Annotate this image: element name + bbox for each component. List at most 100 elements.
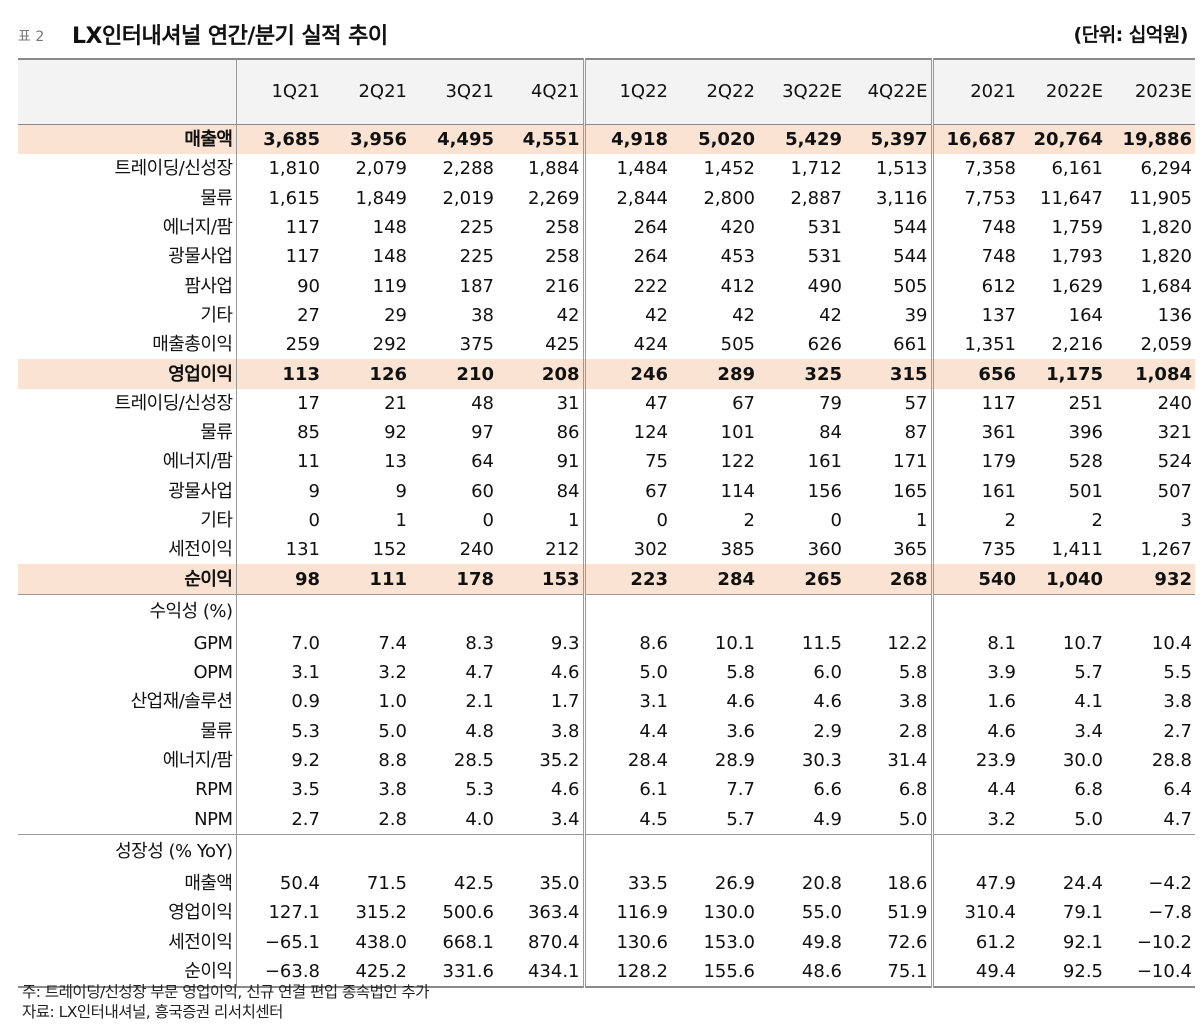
table-row: 매출액 3,685 3,956 4,495 4,551 4,918 5,020 5,429 5,… — [18, 124, 1195, 155]
value-cell: 92.1 — [1062, 931, 1103, 953]
value-cell: 2.7 — [1163, 720, 1192, 742]
value-cell: 116.9 — [582, 898, 671, 928]
value-cell: 1,040 — [1019, 564, 1106, 595]
value-cell: 31 — [556, 392, 580, 414]
row-label: 매출액 — [18, 124, 236, 155]
value-cell: 55.0 — [801, 902, 842, 924]
value-cell: 365 — [893, 539, 928, 561]
value-cell: 92.5 — [1019, 956, 1106, 989]
value-cell: 531 — [807, 217, 842, 239]
value-cell: 424 — [582, 330, 671, 360]
value-cell: 4.7 — [1163, 808, 1192, 830]
value-cell: 128.2 — [582, 956, 671, 989]
value-cell: 4.4 — [930, 775, 1019, 805]
value-cell: 114 — [720, 480, 755, 502]
value-cell: 42.5 — [453, 872, 494, 894]
value-cell: 2,288 — [442, 158, 494, 180]
value-cell: 97 — [471, 422, 494, 444]
value-cell: 5,429 — [758, 124, 845, 155]
value-cell: 360 — [807, 539, 842, 561]
table-row: 에너지/팜 9.2 8.8 28.5 35.2 28.4 28.9 30.3 31.4 23.9 3… — [18, 745, 1195, 776]
value-cell: 1,884 — [527, 158, 580, 180]
table-row: 광물사업 117 148 225 258 264 453 531 544 748 1,793 1,82… — [18, 242, 1195, 272]
value-cell: 507 — [1157, 480, 1192, 502]
value-cell: 4.8 — [465, 720, 494, 742]
col-header: 1Q22 — [582, 58, 671, 125]
value-cell: 7.0 — [235, 628, 323, 659]
value-cell: 20,764 — [1019, 124, 1106, 155]
value-cell: 3 — [1180, 510, 1192, 531]
value-cell: 1,712 — [790, 158, 842, 180]
table-row: 에너지/팜 117 148 225 258 264 420 531 544 748 1,759 1,8… — [18, 212, 1195, 243]
value-cell: −7.8 — [1148, 902, 1192, 924]
header-label-cell — [18, 58, 236, 125]
empty-cell — [410, 593, 497, 629]
col-header: 2Q22 — [671, 58, 758, 125]
value-cell: 8.3 — [465, 632, 494, 654]
value-cell: 6.6 — [813, 779, 842, 801]
value-cell: 64 — [471, 451, 494, 473]
value-cell: 137 — [930, 300, 1019, 331]
empty-cell — [323, 833, 410, 869]
table-row: 세전이익 131 152 240 212 302 385 360 365 735 1,411 1,26… — [18, 535, 1195, 565]
value-cell: 31.4 — [887, 750, 928, 772]
table-row: 팜사업 90 119 187 216 222 412 490 505 612 1,629 1,684 — [18, 271, 1195, 301]
table-row: 기타 27 29 38 42 42 42 42 39 137 164 136 — [18, 300, 1195, 331]
table-row: 순이익 −63.8 425.2 331.6 434.1 128.2 155.6 48.6 75.… — [18, 956, 1195, 989]
value-cell: 396 — [1068, 422, 1103, 444]
value-cell: 187 — [459, 275, 494, 297]
section-header: 수익성 (%) — [18, 593, 236, 629]
value-cell: 19,886 — [1106, 124, 1195, 155]
empty-cell — [410, 833, 497, 869]
value-cell: 222 — [582, 271, 671, 301]
value-cell: 4,551 — [497, 124, 584, 155]
value-cell: 98 — [235, 564, 323, 595]
value-cell: 420 — [720, 217, 755, 239]
value-cell: −10.2 — [1136, 931, 1192, 953]
value-cell: 1,484 — [582, 154, 671, 184]
value-cell: 1 — [395, 510, 407, 531]
value-cell: 117 — [930, 388, 1019, 418]
value-cell: 531 — [807, 246, 842, 268]
row-label: 물류 — [200, 422, 233, 444]
value-cell: 48.6 — [758, 956, 845, 989]
value-cell: 661 — [893, 334, 928, 356]
value-cell: 85 — [235, 417, 323, 448]
col-header: 2022E — [1019, 58, 1106, 125]
empty-cell — [845, 833, 932, 869]
value-cell: 212 — [545, 539, 580, 561]
empty-cell — [235, 833, 323, 869]
value-cell: 0 — [482, 510, 494, 531]
value-cell: 10.4 — [1151, 632, 1192, 654]
value-cell: 626 — [807, 334, 842, 356]
value-cell: 6,294 — [1140, 158, 1192, 180]
value-cell: 4.6 — [930, 716, 1019, 746]
value-cell: 161 — [807, 451, 842, 473]
value-cell: 9 — [235, 476, 323, 506]
value-cell: 5.3 — [235, 716, 323, 746]
value-cell: 42 — [556, 304, 580, 326]
row-label: 물류 — [200, 187, 233, 209]
table-row: 에너지/팜 11 13 64 91 75 122 161 171 179 528 524 — [18, 447, 1195, 477]
table-row: 트레이딩/신성장 1,810 2,079 2,288 1,884 1,484 1,452 1,… — [18, 154, 1195, 184]
row-label: 순이익 — [18, 956, 236, 989]
value-cell: 26.9 — [714, 872, 755, 894]
value-cell: 1,615 — [235, 183, 323, 213]
value-cell: 1,175 — [1019, 359, 1106, 389]
value-cell: 3.8 — [378, 779, 407, 801]
value-cell: 2,269 — [527, 187, 580, 209]
empty-cell — [671, 593, 758, 629]
value-cell: 10.7 — [1062, 632, 1103, 654]
value-cell: 124 — [582, 417, 671, 448]
value-cell: 84 — [556, 480, 580, 502]
value-cell: 119 — [372, 275, 407, 297]
row-label: 산업재/솔루션 — [130, 691, 233, 713]
value-cell: 4.6 — [550, 779, 580, 801]
value-cell: 3,116 — [875, 187, 928, 209]
value-cell: 153 — [497, 564, 584, 595]
value-cell: 30.3 — [801, 750, 842, 772]
value-cell: 67 — [732, 392, 755, 414]
value-cell: 27 — [235, 300, 323, 331]
value-cell: 171 — [893, 451, 928, 473]
value-cell: 1,084 — [1106, 359, 1195, 389]
